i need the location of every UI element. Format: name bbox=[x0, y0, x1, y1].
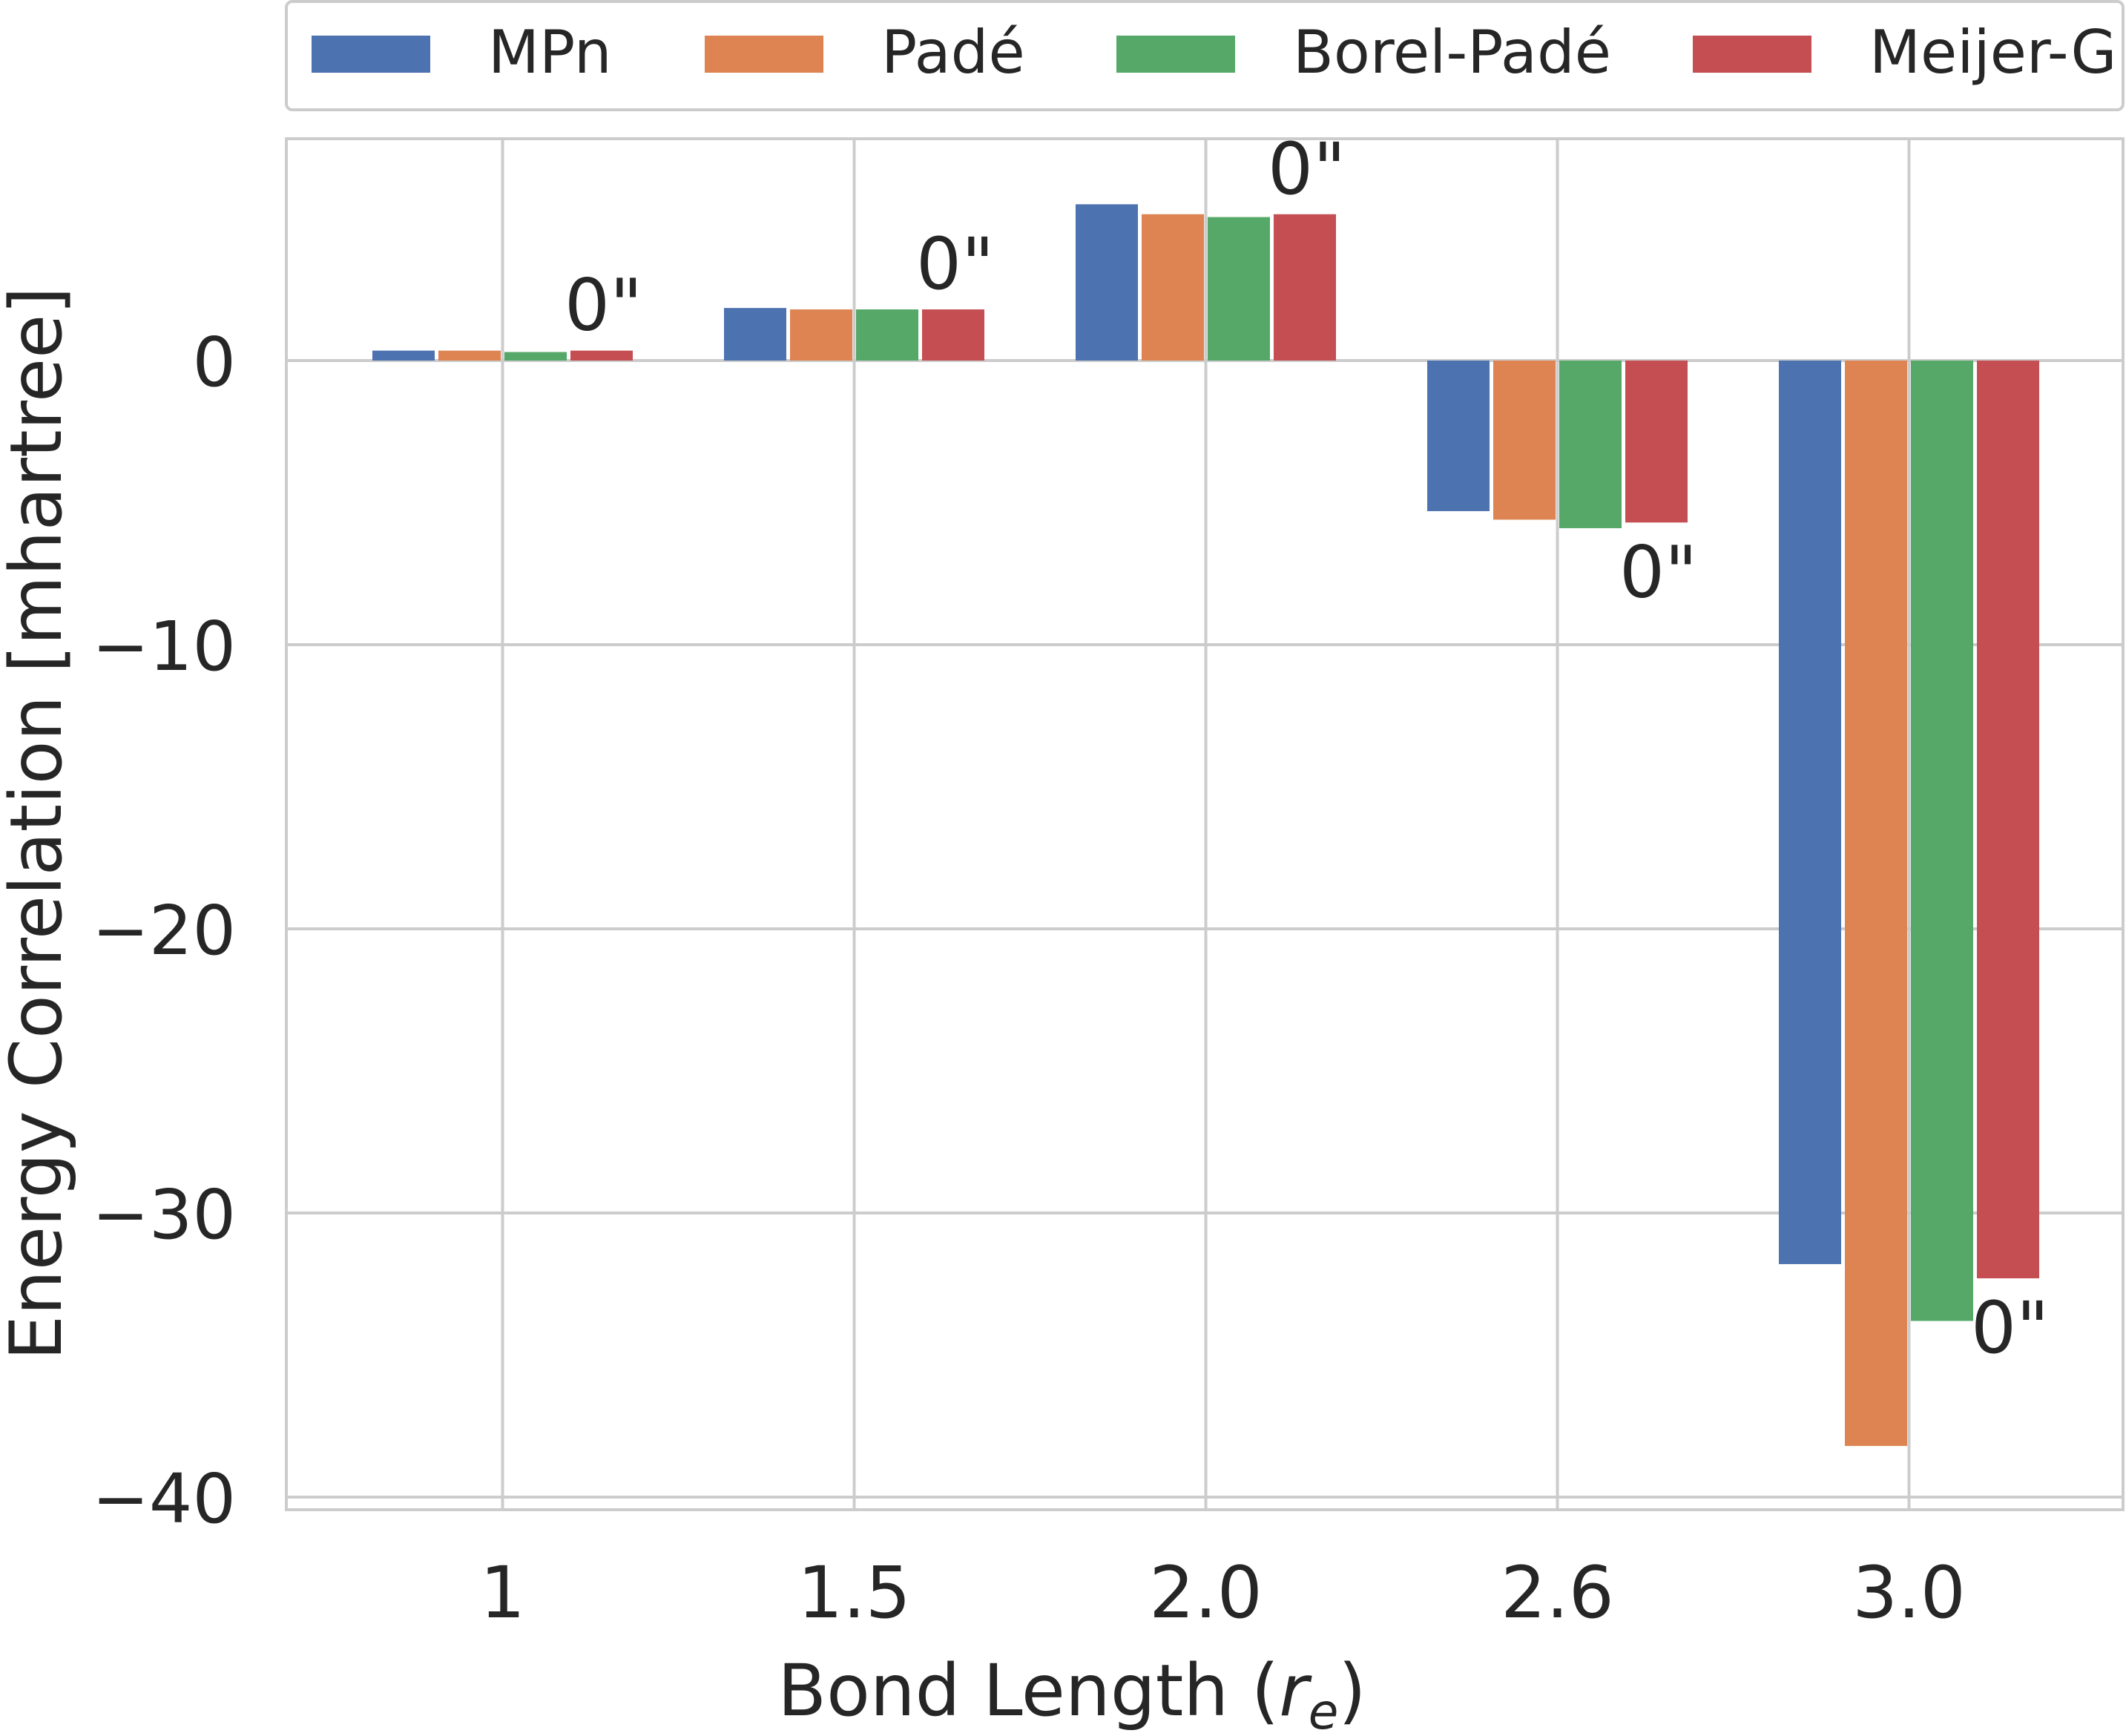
y-tick-labels: 0 −10 −20 −30 −40 bbox=[92, 323, 236, 1539]
bar-annotation: 0" bbox=[1268, 128, 1346, 211]
bar bbox=[1625, 361, 1688, 523]
legend: MPn Padé Borel-Padé Meijer-G bbox=[312, 18, 2116, 87]
x-axis-label-close: ) bbox=[1338, 1649, 1366, 1732]
bar bbox=[1274, 214, 1336, 361]
bar bbox=[922, 309, 984, 361]
x-axis-label-var: r bbox=[1279, 1649, 1312, 1732]
bar bbox=[570, 350, 633, 361]
bars bbox=[372, 204, 2039, 1447]
bar bbox=[856, 309, 918, 361]
legend-swatch bbox=[705, 36, 823, 73]
bar bbox=[438, 350, 501, 361]
bar bbox=[1779, 361, 1841, 1264]
x-tick-labels: 1 1.5 2.0 2.6 3.0 bbox=[480, 1551, 1966, 1634]
legend-swatch bbox=[1693, 36, 1811, 73]
bar bbox=[1845, 361, 1907, 1447]
bar bbox=[790, 309, 852, 361]
legend-swatch bbox=[312, 36, 430, 73]
bar bbox=[1208, 217, 1270, 361]
y-tick-label: −10 bbox=[92, 607, 236, 686]
y-axis-label: Energy Correlation [mhartree] bbox=[0, 286, 78, 1360]
legend-swatch bbox=[1116, 36, 1235, 73]
x-tick-label: 2.6 bbox=[1501, 1551, 1614, 1634]
x-tick-label: 2.0 bbox=[1149, 1551, 1263, 1634]
legend-label: Meijer-G bbox=[1869, 18, 2116, 87]
x-tick-label: 1 bbox=[480, 1551, 525, 1634]
bar bbox=[1977, 361, 2039, 1279]
legend-label: MPn bbox=[488, 18, 612, 87]
bar bbox=[504, 352, 567, 361]
y-tick-label: −30 bbox=[92, 1175, 236, 1255]
bar bbox=[1911, 361, 1973, 1321]
bar bbox=[372, 350, 435, 361]
bar-annotation: 0" bbox=[1619, 530, 1697, 614]
x-tick-label: 3.0 bbox=[1852, 1551, 1966, 1634]
bar-annotation: 0" bbox=[565, 264, 642, 347]
bar bbox=[724, 308, 786, 361]
legend-label: Padé bbox=[881, 18, 1025, 87]
y-tick-label: 0 bbox=[192, 323, 236, 402]
y-tick-label: −40 bbox=[92, 1459, 236, 1539]
bar bbox=[1076, 204, 1138, 361]
x-tick-label: 1.5 bbox=[797, 1551, 911, 1634]
bar-annotation: 0" bbox=[1971, 1286, 2049, 1370]
bar bbox=[1493, 361, 1556, 520]
bar bbox=[1427, 361, 1490, 511]
x-axis-label-subscript: e bbox=[1309, 1683, 1339, 1736]
annotations: 0" 0" 0" 0" 0" bbox=[565, 128, 2049, 1370]
y-tick-label: −20 bbox=[92, 891, 236, 970]
legend-label: Borel-Padé bbox=[1293, 18, 1611, 87]
bar bbox=[1142, 214, 1204, 361]
x-axis-label: Bond Length (re) bbox=[777, 1649, 1366, 1736]
x-axis-label-text: Bond Length ( bbox=[777, 1649, 1279, 1732]
bar bbox=[1559, 361, 1622, 528]
bar-annotation: 0" bbox=[916, 223, 994, 306]
